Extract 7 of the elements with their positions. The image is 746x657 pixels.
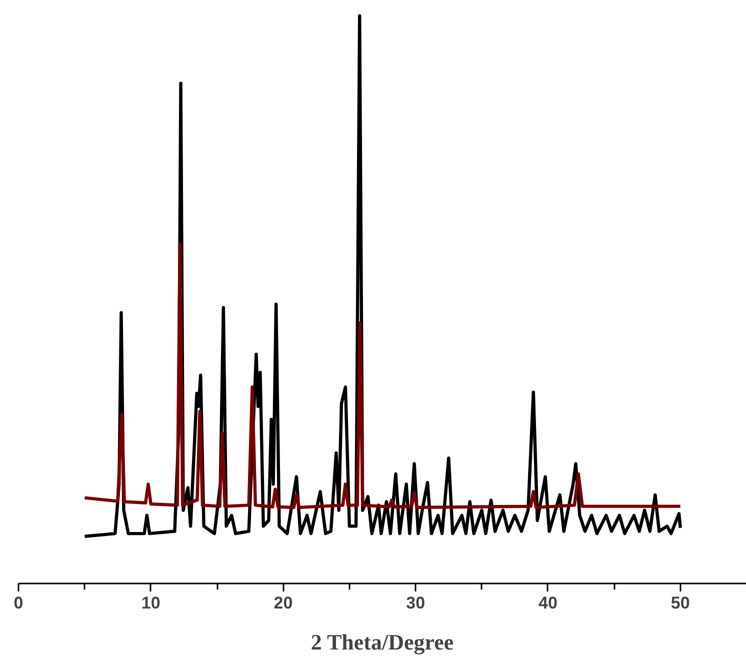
x-tick-label: 40 [538,594,558,612]
x-tick-label: 30 [406,594,426,612]
x-axis-title: 2 Theta/Degree [310,630,454,654]
x-tick-label: 0 [14,594,24,612]
x-tick-label: 10 [141,594,160,612]
x-tick-label: 50 [670,594,690,612]
x-tick-label: 20 [274,594,293,612]
